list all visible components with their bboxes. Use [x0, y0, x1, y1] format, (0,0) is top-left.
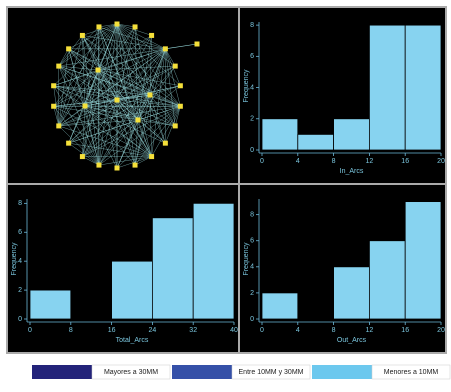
- node: [163, 46, 168, 51]
- legend-swatch: [312, 365, 372, 379]
- node: [133, 163, 138, 168]
- node: [178, 104, 183, 109]
- x-tick-label: 0: [260, 327, 264, 334]
- x-tick-label: 4: [296, 327, 300, 334]
- y-tick-label: 8: [250, 22, 254, 29]
- bar: [369, 241, 405, 319]
- node: [66, 141, 71, 146]
- bar: [334, 119, 370, 150]
- bar: [334, 267, 370, 319]
- node: [149, 154, 154, 159]
- y-tick-label: 4: [250, 264, 254, 271]
- x-tick-label: 24: [149, 327, 157, 334]
- x-tick-label: 20: [437, 327, 445, 334]
- node: [195, 42, 200, 47]
- bar: [112, 261, 153, 319]
- node: [149, 33, 154, 38]
- node: [178, 83, 183, 88]
- node: [83, 104, 88, 109]
- node: [80, 33, 85, 38]
- x-tick-label: 4: [296, 158, 300, 165]
- node: [51, 104, 56, 109]
- y-axis-label: Frequency: [243, 69, 250, 103]
- node: [163, 141, 168, 146]
- node: [56, 123, 61, 128]
- y-tick-label: 0: [250, 147, 254, 154]
- legend-label: Menores a 10MM: [384, 369, 439, 376]
- legend-swatch: [172, 365, 232, 379]
- x-tick-label: 0: [28, 327, 32, 334]
- x-tick-label: 16: [108, 327, 116, 334]
- bar: [262, 293, 298, 319]
- x-tick-label: 32: [189, 327, 197, 334]
- x-tick-label: 40: [230, 327, 238, 334]
- x-tick-label: 8: [69, 327, 73, 334]
- node: [115, 98, 120, 103]
- y-tick-label: 8: [18, 200, 22, 207]
- x-tick-label: 0: [260, 158, 264, 165]
- node: [115, 22, 120, 27]
- y-tick-label: 2: [250, 290, 254, 297]
- bar: [152, 218, 193, 319]
- node: [136, 118, 141, 123]
- bar: [30, 290, 71, 319]
- bar: [298, 134, 334, 150]
- node: [133, 24, 138, 29]
- y-tick-label: 0: [250, 316, 254, 323]
- legend-label: Mayores a 30MM: [104, 369, 158, 376]
- x-tick-label: 16: [401, 158, 409, 165]
- bar: [405, 202, 441, 319]
- node: [115, 166, 120, 171]
- x-tick-label: 16: [401, 327, 409, 334]
- node: [173, 64, 178, 69]
- x-tick-label: 12: [366, 158, 374, 165]
- y-tick-label: 6: [18, 229, 22, 236]
- node: [96, 163, 101, 168]
- bar: [193, 203, 234, 319]
- node: [51, 83, 56, 88]
- y-tick-label: 2: [250, 116, 254, 123]
- x-tick-label: 20: [437, 158, 445, 165]
- y-tick-label: 0: [18, 316, 22, 323]
- node: [96, 68, 101, 73]
- bar: [405, 25, 441, 150]
- x-tick-label: 8: [332, 158, 336, 165]
- y-tick-label: 8: [250, 211, 254, 218]
- bar: [369, 25, 405, 150]
- node: [66, 46, 71, 51]
- node: [80, 154, 85, 159]
- node: [96, 24, 101, 29]
- legend-swatch: [32, 365, 92, 379]
- x-tick-label: 12: [366, 327, 374, 334]
- node: [173, 123, 178, 128]
- x-axis-label: Out_Arcs: [337, 337, 367, 344]
- x-axis-label: In_Arcs: [340, 168, 364, 175]
- y-tick-label: 6: [250, 238, 254, 245]
- y-axis-label: Frequency: [11, 242, 18, 276]
- node: [148, 93, 153, 98]
- bar: [262, 119, 298, 150]
- x-axis-label: Total_Arcs: [116, 337, 149, 344]
- node: [56, 64, 61, 69]
- y-axis-label: Frequency: [243, 242, 250, 276]
- y-tick-label: 4: [18, 258, 22, 265]
- legend-label: Entre 10MM y 30MM: [239, 369, 304, 376]
- y-tick-label: 2: [18, 287, 22, 294]
- x-tick-label: 8: [332, 327, 336, 334]
- y-tick-label: 4: [250, 84, 254, 91]
- y-tick-label: 6: [250, 53, 254, 60]
